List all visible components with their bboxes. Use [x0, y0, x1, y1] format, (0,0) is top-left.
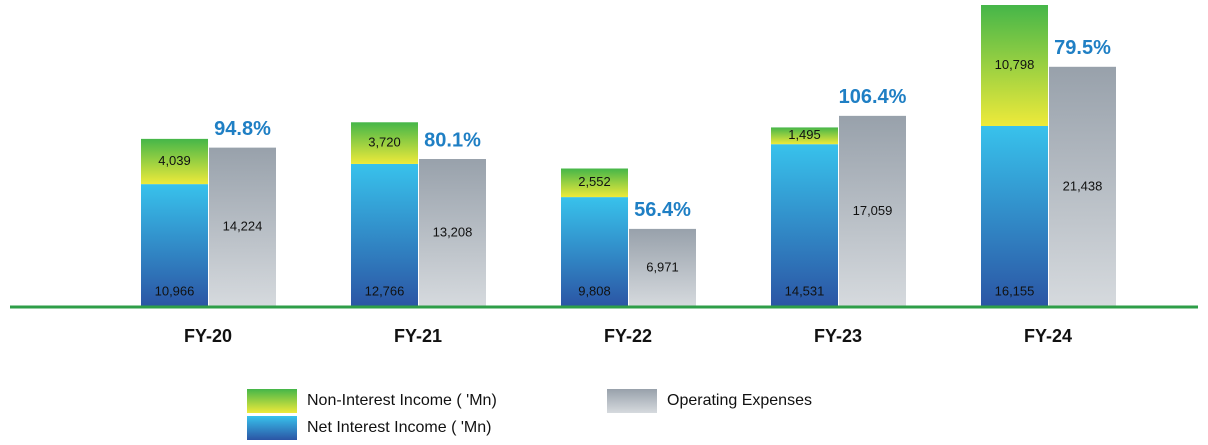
ratio-label: 56.4%: [634, 199, 691, 221]
legend-swatch: [607, 389, 657, 413]
data-label: 12,766: [365, 283, 405, 298]
bar-segment: [771, 144, 838, 307]
data-label: 14,531: [785, 283, 825, 298]
bar-segment: [141, 138, 208, 185]
bar-segment: [981, 5, 1048, 126]
bar: [629, 228, 696, 307]
bar-segment: [561, 197, 628, 307]
x-tick-label: FY-24: [1024, 326, 1072, 346]
ratio-label: 80.1%: [424, 129, 481, 151]
x-tick-label: FY-22: [604, 326, 652, 346]
ratio-label: 106.4%: [839, 86, 907, 108]
bar-segment: [981, 125, 1048, 307]
data-label: 21,438: [1063, 178, 1103, 193]
bar: [209, 147, 276, 307]
data-label: 1,495: [788, 127, 821, 142]
legend-swatch: [247, 416, 297, 440]
data-label: 4,039: [158, 153, 191, 168]
bar-segment: [141, 184, 208, 307]
data-label: 6,971: [646, 259, 679, 274]
bar-segment: [561, 168, 628, 198]
ratio-label: 94.8%: [214, 118, 271, 140]
bar: [839, 115, 906, 308]
bar-segment: [351, 122, 418, 164]
data-label: 10,798: [995, 57, 1035, 72]
ratio-label: 79.5%: [1054, 37, 1111, 59]
data-label: 10,966: [155, 283, 195, 298]
data-label: 9,808: [578, 283, 611, 298]
bar: [419, 159, 486, 307]
bar-segment: [351, 163, 418, 307]
x-tick-label: FY-23: [814, 326, 862, 346]
legend-label: Non-Interest Income ( 'Mn): [307, 392, 497, 409]
legend-label: Operating Expenses: [667, 392, 812, 409]
legend-swatch: [247, 389, 297, 413]
data-label: 3,720: [368, 135, 401, 150]
data-label: 2,552: [578, 174, 611, 189]
x-tick-label: FY-20: [184, 326, 232, 346]
data-label: 13,208: [433, 224, 473, 239]
bar: [1049, 66, 1116, 308]
data-label: 16,155: [995, 283, 1035, 298]
x-tick-label: FY-21: [394, 326, 442, 346]
data-label: 17,059: [853, 203, 893, 218]
data-label: 14,224: [223, 219, 263, 234]
legend-label: Net Interest Income ( 'Mn): [307, 419, 491, 436]
bar-segment: [771, 127, 838, 145]
